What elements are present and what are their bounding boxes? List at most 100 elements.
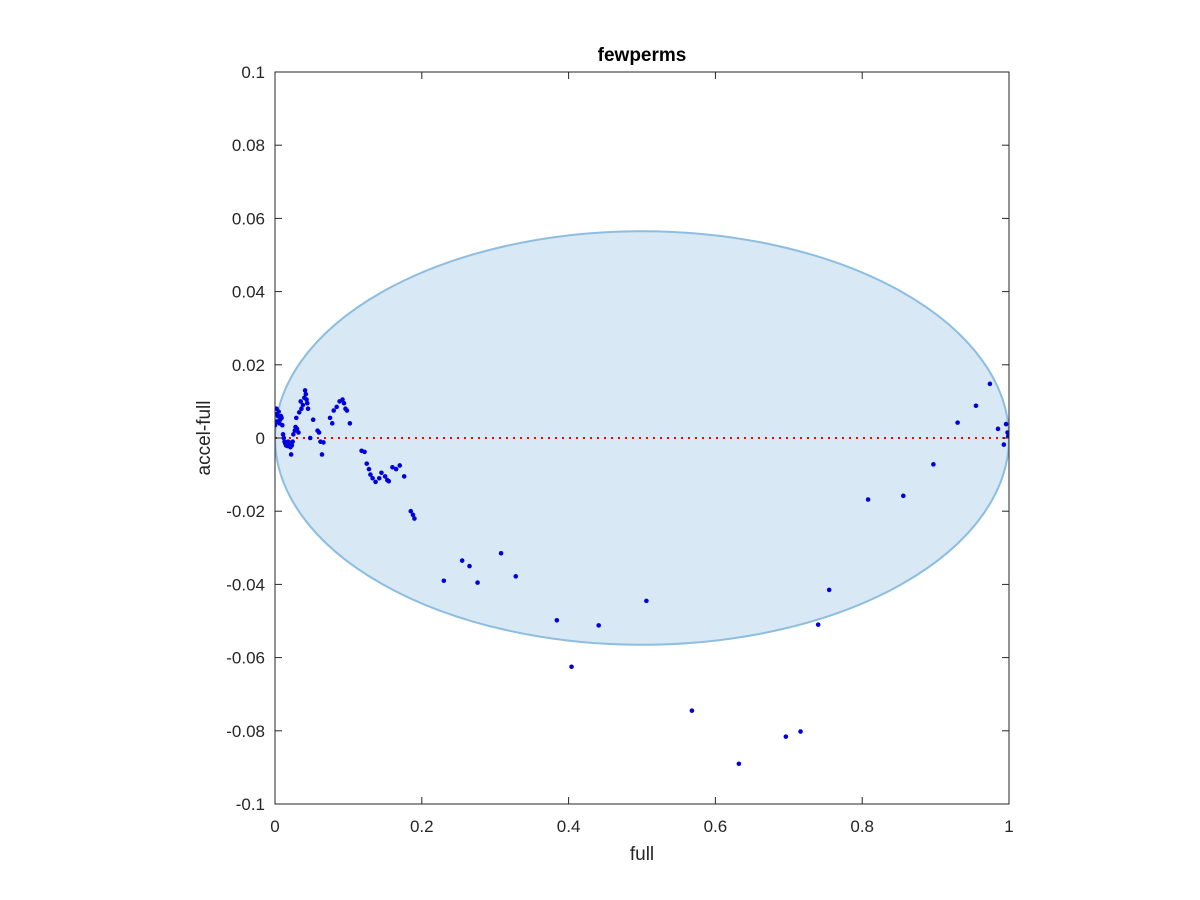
data-point-72 [397,463,403,468]
data-point-73 [401,474,407,479]
y-tick-label-8: 0.06 [232,209,265,228]
data-point-86 [644,598,649,604]
confidence-ellipse [275,230,1009,646]
data-point-79 [467,563,472,569]
data-point-95 [931,462,936,467]
data-point-85 [596,623,601,628]
axis-ticks: 0 0.2 0.4 0.6 0.8 1 -0.1 -0.08 -0.06 -0.04 -0.02 0 0… [226,63,1013,836]
data-point-29 [294,426,300,432]
x-tick-label-3: 0.6 [704,817,728,836]
data-point-48 [327,415,333,421]
data-point-78 [459,558,465,563]
data-point-76 [412,516,417,521]
data-point-53 [340,397,345,402]
y-tick-label-0: -0.1 [236,795,265,814]
data-point-22 [288,452,294,457]
plot-content [275,230,1009,767]
data-point-97 [973,403,979,409]
data-point-39 [304,400,310,406]
data-point-69 [386,478,392,484]
y-tick-label-3: -0.04 [226,575,265,594]
data-point-42 [310,417,316,423]
y-tick-label-7: 0.04 [232,283,265,302]
x-axis-title: full [630,844,654,865]
data-point-10 [280,422,285,428]
data-point-28 [293,415,299,421]
x-tick-label-4: 0.8 [850,817,874,836]
data-point-62 [368,472,373,477]
data-point-31 [296,410,302,415]
data-point-23 [289,443,295,448]
data-point-41 [307,435,313,441]
data-point-65 [376,475,382,481]
data-point-67 [382,474,388,479]
data-point-101 [1003,421,1009,427]
y-tick-label-1: -0.08 [226,722,265,741]
data-point-64 [373,479,378,485]
data-point-90 [798,729,803,734]
data-point-81 [498,550,504,556]
data-point-5 [276,409,281,414]
data-point-60 [364,461,370,466]
data-point-89 [783,734,789,739]
y-tick-label-6: 0.02 [232,356,265,375]
data-point-59 [362,449,367,455]
data-point-32 [298,399,303,404]
x-tick-label-0: 0 [270,817,279,836]
data-point-94 [901,493,906,499]
chart-title: fewperms [598,45,687,66]
data-point-24 [290,439,295,444]
data-point-47 [321,440,326,445]
data-point-61 [366,466,372,472]
data-point-50 [331,408,337,413]
data-point-49 [329,421,335,426]
data-point-46 [319,452,325,457]
data-point-77 [441,578,447,584]
data-point-93 [865,497,871,502]
data-point-74 [408,508,414,514]
y-tick-label-5: 0 [256,429,265,448]
data-point-100 [1001,442,1007,447]
data-point-44 [316,430,322,435]
data-point-57 [347,421,353,426]
data-point-40 [305,406,311,412]
data-point-84 [569,664,574,670]
data-point-9 [279,415,284,421]
x-tick-label-5: 1 [1004,817,1013,836]
data-point-36 [302,388,308,393]
data-point-98 [987,381,993,387]
data-point-30 [296,430,301,435]
data-point-99 [995,426,1001,432]
data-point-12 [281,435,287,441]
data-point-56 [344,408,350,413]
x-tick-label-2: 0.4 [557,817,581,836]
data-point-96 [955,420,960,425]
data-point-63 [370,475,375,481]
data-point-104 [1006,432,1009,437]
y-tick-label-10: 0.1 [241,63,265,82]
y-axis-title: accel-full [194,401,215,476]
data-point-75 [410,512,416,518]
data-point-34 [300,402,306,408]
data-point-25 [291,432,296,437]
data-point-88 [736,761,742,767]
data-point-33 [299,406,304,412]
data-point-0 [275,422,278,428]
data-point-92 [826,587,832,593]
y-tick-label-9: 0.08 [232,136,265,155]
data-point-91 [815,622,821,627]
data-point-54 [341,400,347,406]
data-point-11 [280,432,286,437]
data-point-37 [303,391,309,397]
data-point-87 [689,708,695,713]
y-tick-label-2: -0.06 [226,649,265,668]
data-point-71 [393,466,399,472]
x-tick-label-1: 0.2 [410,817,434,836]
data-point-82 [513,574,519,579]
y-tick-label-4: -0.02 [226,502,265,521]
data-point-38 [304,397,309,402]
data-point-66 [379,470,384,476]
data-point-70 [390,464,395,470]
data-point-80 [475,580,480,585]
